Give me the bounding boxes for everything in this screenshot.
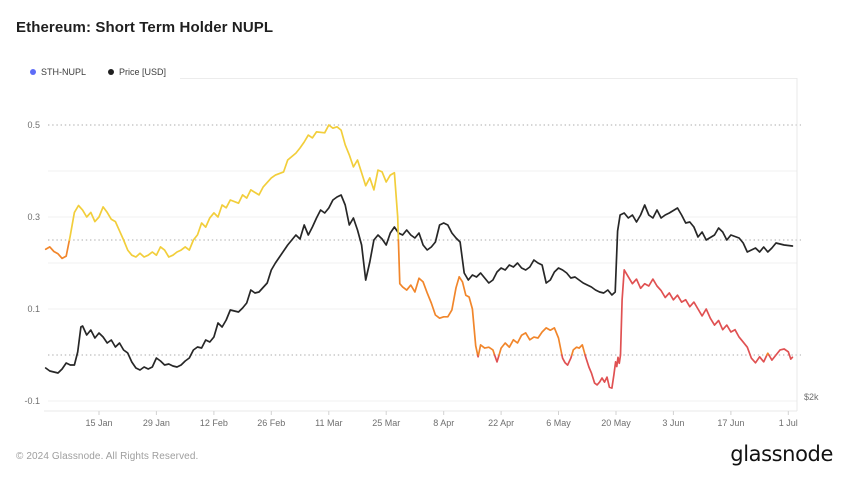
x-tick-label: 25 Mar: [372, 418, 400, 428]
chart-legend: STH-NUPL Price [USD]: [28, 64, 181, 80]
legend-item-price[interactable]: Price [USD]: [108, 67, 166, 77]
sth-nupl-line-red: [749, 354, 768, 364]
x-tick-label: 20 May: [601, 418, 631, 428]
sth-nupl-line-red: [768, 348, 791, 361]
x-tick-label: 22 Apr: [488, 418, 514, 428]
header-divider: [30, 78, 797, 79]
x-tick-label: 1 Jul: [779, 418, 798, 428]
x-tick-label: 6 May: [546, 418, 571, 428]
y-tick-label: 0.3: [27, 212, 40, 222]
sth-nupl-line-orange: [44, 239, 71, 260]
y-tick-label: 0.5: [27, 120, 40, 130]
x-tick-label: 17 Jun: [717, 418, 744, 428]
sth-nupl-line-orange: [570, 344, 586, 356]
sth-nupl-dot-icon: [30, 69, 36, 75]
y-tick-label: 0.1: [27, 304, 40, 314]
legend-label-sth-nupl: STH-NUPL: [41, 67, 87, 77]
price-dot-icon: [108, 69, 115, 75]
sth-nupl-line-yellow: [68, 124, 400, 258]
x-tick-label: 8 Apr: [433, 418, 454, 428]
price-line: [44, 194, 794, 374]
right-axis-label: $2k: [804, 392, 819, 402]
x-tick-label: 15 Jan: [85, 418, 112, 428]
x-tick-label: 12 Feb: [200, 418, 228, 428]
sth-nupl-line-orange: [397, 239, 479, 356]
sth-nupl-line-red: [561, 354, 573, 366]
page-title: Ethereum: Short Term Holder NUPL: [16, 19, 274, 36]
sth-nupl-line-red: [584, 269, 752, 389]
sth-nupl-line-orange: [477, 344, 496, 356]
y-tick-label: -0.1: [24, 396, 40, 406]
x-tick-label: 26 Feb: [257, 418, 285, 428]
x-tick-label: 29 Jan: [143, 418, 170, 428]
sth-nupl-line-red: [788, 354, 794, 360]
legend-item-sth-nupl[interactable]: STH-NUPL: [30, 67, 86, 77]
sth-nupl-line-red: [493, 354, 500, 363]
x-tick-label: 3 Jun: [662, 418, 684, 428]
x-tick-label: 11 Mar: [315, 418, 342, 428]
glassnode-logo: glassnode: [730, 442, 833, 466]
sth-nupl-line-orange: [498, 327, 563, 356]
copyright-text: © 2024 Glassnode. All Rights Reserved.: [16, 451, 199, 462]
legend-label-price: Price [USD]: [119, 67, 167, 77]
